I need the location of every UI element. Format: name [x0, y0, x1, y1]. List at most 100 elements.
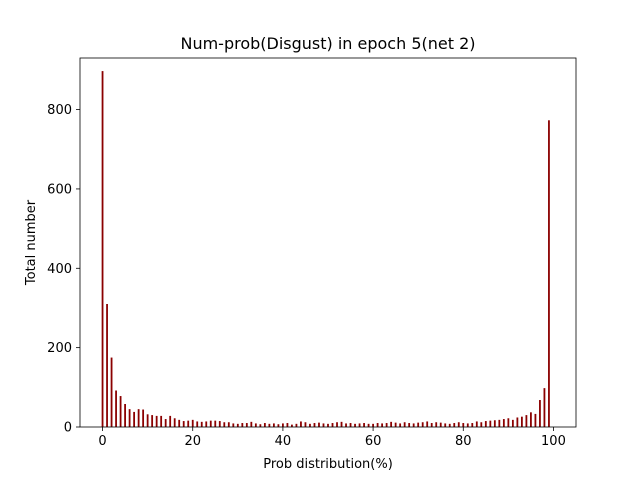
bar: [457, 422, 460, 427]
bar: [390, 421, 393, 427]
x-tick-label: 100: [541, 434, 566, 449]
bar: [322, 423, 325, 427]
bar: [489, 420, 492, 427]
bar: [182, 421, 185, 427]
bars-group: [101, 71, 550, 427]
bar: [263, 423, 266, 427]
bar: [106, 304, 108, 427]
bar: [218, 421, 221, 427]
bar: [534, 413, 537, 427]
bar: [196, 421, 199, 427]
bar: [381, 423, 384, 427]
bar: [115, 390, 117, 427]
bar: [539, 400, 541, 427]
bar: [403, 422, 406, 427]
bar: [254, 423, 257, 427]
y-tick-label: 600: [47, 182, 72, 197]
bar: [133, 411, 136, 427]
bar: [435, 422, 438, 427]
bar: [151, 415, 154, 427]
bar: [462, 423, 465, 427]
bar: [520, 416, 523, 427]
plot-frame: [79, 57, 577, 428]
x-axis-label: Prob distribution(%): [263, 457, 393, 472]
bar: [142, 409, 145, 427]
bar: [385, 423, 388, 427]
bar: [223, 422, 226, 427]
bar: [480, 422, 483, 427]
y-tick-label: 200: [47, 341, 72, 356]
bar: [327, 423, 329, 427]
bar: [236, 423, 239, 427]
bar: [169, 415, 172, 427]
bar: [282, 423, 284, 427]
x-tick-label: 80: [455, 434, 472, 449]
y-axis-ticks: 0 200 400 600 800: [47, 103, 80, 436]
y-tick-label: 0: [64, 421, 72, 436]
bar: [408, 423, 411, 427]
bar: [318, 422, 320, 427]
bar: [525, 415, 528, 427]
bar: [119, 396, 122, 427]
bar: [363, 423, 365, 427]
bar: [164, 419, 167, 427]
bar: [367, 423, 370, 427]
bar: [511, 419, 514, 427]
bar: [300, 421, 302, 427]
chart-title: Num-prob(Disgust) in epoch 5(net 2): [180, 34, 475, 53]
bar: [268, 423, 271, 427]
bar: [430, 423, 433, 427]
bar: [340, 421, 343, 427]
x-tick-label: 40: [275, 434, 292, 449]
bar: [358, 423, 361, 427]
x-tick-label: 0: [98, 434, 106, 449]
bar: [394, 422, 397, 427]
bar: [345, 423, 347, 427]
bar: [259, 424, 262, 427]
bar: [313, 423, 316, 427]
bar: [277, 424, 280, 427]
x-tick-label: 60: [365, 434, 382, 449]
bar: [507, 418, 510, 427]
bar: [146, 414, 149, 427]
bar: [227, 422, 230, 427]
bar: [128, 409, 131, 427]
bar: [543, 388, 546, 427]
bar: [498, 419, 501, 427]
bar: [178, 419, 181, 427]
bar: [412, 423, 415, 427]
bar: [336, 422, 338, 427]
bar: [173, 418, 176, 427]
bar: [448, 423, 451, 427]
bar: [200, 421, 203, 427]
bar: [354, 423, 356, 427]
bar: [155, 415, 158, 427]
bar: [187, 420, 190, 427]
bar: [502, 419, 505, 427]
bar: [453, 423, 456, 427]
bar: [137, 409, 140, 427]
bar: [426, 421, 429, 427]
bar: [493, 420, 496, 427]
bar: [295, 423, 298, 427]
bar: [421, 422, 424, 427]
bar: [516, 417, 519, 427]
bar: [372, 423, 374, 427]
bar: [205, 421, 208, 427]
bar: [444, 423, 447, 427]
bar: [309, 423, 311, 427]
bar: [439, 422, 442, 427]
bar: [417, 422, 420, 427]
bar: [214, 420, 217, 427]
bar: [286, 423, 289, 427]
bar: [548, 120, 550, 427]
bar: [241, 423, 244, 427]
bar: [471, 423, 474, 427]
x-axis-ticks: 0 20 40 60 80 100: [98, 427, 566, 449]
bar: [399, 423, 402, 427]
bar: [245, 423, 248, 427]
x-tick-label: 20: [184, 434, 201, 449]
bar: [484, 421, 487, 427]
